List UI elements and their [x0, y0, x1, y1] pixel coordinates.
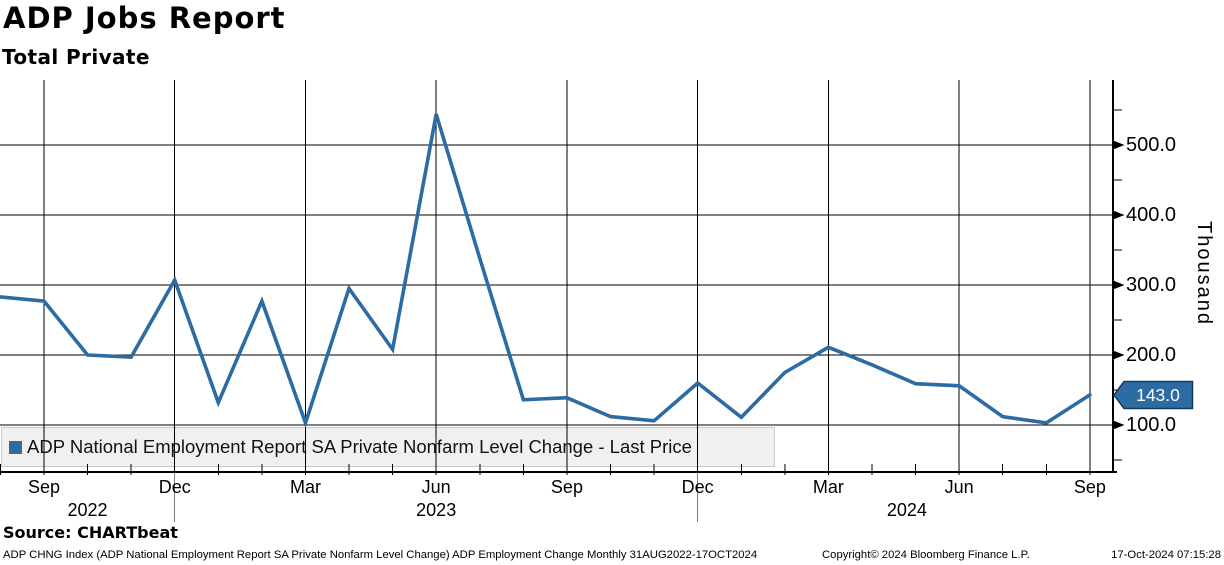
- legend-entry: ADP National Employment Report SA Privat…: [9, 427, 692, 467]
- footer-timestamp: 17-Oct-2024 07:15:28: [1111, 549, 1221, 561]
- last-price-flag: [1113, 380, 1194, 410]
- y-axis-tick-label: 500.0: [1126, 134, 1177, 156]
- y-axis-tick-arrow-icon: [1113, 280, 1125, 290]
- legend-series-marker-icon: [9, 440, 22, 454]
- x-axis-tick-label: Jun: [421, 477, 451, 497]
- chart-title: ADP Jobs Report: [3, 1, 286, 35]
- source-line: Source: CHARTbeat: [3, 523, 178, 542]
- price-line: [0, 113, 1092, 429]
- y-axis-tick-arrow-icon: [1113, 350, 1125, 360]
- footer-copyright: Copyright© 2024 Bloomberg Finance L.P.: [822, 549, 1030, 561]
- x-axis-tick-label: Mar: [289, 477, 321, 497]
- x-axis-tick-label: Jun: [944, 477, 974, 497]
- x-axis-tick-label: Sep: [27, 477, 60, 497]
- x-axis-tick-label: Mar: [812, 477, 844, 497]
- x-axis-year-label: 2023: [416, 500, 457, 520]
- y-axis-tick-label: 300.0: [1126, 274, 1177, 296]
- x-axis-tick-label: Dec: [681, 477, 714, 497]
- last-price-flag-label: 143.0: [1136, 385, 1180, 405]
- chart-subtitle: Total Private: [2, 45, 150, 69]
- y-axis-tick-label: 200.0: [1126, 344, 1177, 366]
- legend-series-label: ADP National Employment Report SA Privat…: [27, 436, 692, 457]
- y-axis-tick-arrow-icon: [1113, 140, 1125, 150]
- x-axis-tick-label: Dec: [158, 477, 191, 497]
- y-axis-title: Thousand: [1193, 221, 1215, 326]
- x-axis-year-label: 2024: [886, 500, 927, 520]
- footer-description: ADP CHNG Index (ADP National Employment …: [3, 549, 758, 561]
- y-axis-tick-arrow-icon: [1113, 210, 1125, 220]
- x-axis-year-label: 2022: [67, 500, 108, 520]
- x-axis-tick-label: Sep: [1073, 477, 1106, 497]
- x-axis-tick-label: Sep: [550, 477, 583, 497]
- y-axis-tick-label: 100.0: [1126, 414, 1177, 436]
- legend-box: [1, 427, 775, 467]
- y-axis-tick-arrow-icon: [1113, 420, 1125, 430]
- y-axis-tick-label: 400.0: [1126, 204, 1177, 226]
